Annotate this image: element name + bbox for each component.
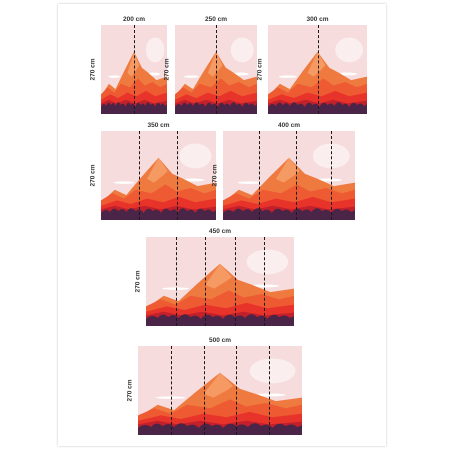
panel-seam-line bbox=[176, 237, 177, 326]
panel-seam-line bbox=[139, 131, 140, 220]
width-label-250: 250 cm bbox=[204, 16, 228, 23]
wallpaper-panel-400 bbox=[223, 131, 355, 220]
width-label-350: 350 cm bbox=[147, 122, 170, 129]
panel-seam-line bbox=[269, 346, 270, 435]
panel-seam-line bbox=[204, 346, 205, 435]
panel-seam-line bbox=[177, 131, 178, 220]
panel-seam-line bbox=[205, 237, 206, 326]
wallpaper-panel-300 bbox=[268, 25, 367, 114]
width-label-500: 500 cm bbox=[208, 337, 232, 344]
panel-seam-line bbox=[235, 237, 236, 326]
wallpaper-panel-200 bbox=[101, 25, 167, 114]
panel-seam-line bbox=[331, 131, 332, 220]
panel-seam-line bbox=[264, 237, 265, 326]
mountain-sunset-illustration bbox=[223, 131, 355, 220]
mountain-sunset-illustration bbox=[138, 346, 302, 435]
height-label-200: 270 cm bbox=[89, 57, 97, 81]
height-label-250: 270 cm bbox=[163, 57, 171, 81]
wallpaper-panel-250 bbox=[175, 25, 257, 114]
height-label-450: 270 cm bbox=[134, 269, 142, 293]
panel-seam-line bbox=[236, 346, 237, 435]
height-label-350: 270 cm bbox=[89, 163, 97, 187]
panel-seam-line bbox=[171, 346, 172, 435]
wallpaper-panel-350 bbox=[101, 131, 216, 220]
height-label-500: 270 cm bbox=[126, 378, 134, 402]
width-label-300: 300 cm bbox=[306, 16, 329, 23]
width-label-400: 400 cm bbox=[277, 122, 301, 129]
width-label-200: 200 cm bbox=[122, 16, 146, 23]
panel-seam-line bbox=[216, 25, 217, 114]
wallpaper-panel-500 bbox=[138, 346, 302, 435]
panel-seam-line bbox=[296, 131, 297, 220]
wallpaper-panel-450 bbox=[146, 237, 294, 326]
height-label-400: 270 cm bbox=[211, 163, 219, 187]
mountain-sunset-illustration bbox=[101, 131, 216, 220]
mountain-sunset-illustration bbox=[146, 237, 294, 326]
width-label-450: 450 cm bbox=[208, 228, 232, 235]
panel-seam-line bbox=[318, 25, 319, 114]
panel-seam-line bbox=[259, 131, 260, 220]
height-label-300: 270 cm bbox=[256, 57, 264, 81]
panel-seam-line bbox=[134, 25, 135, 114]
